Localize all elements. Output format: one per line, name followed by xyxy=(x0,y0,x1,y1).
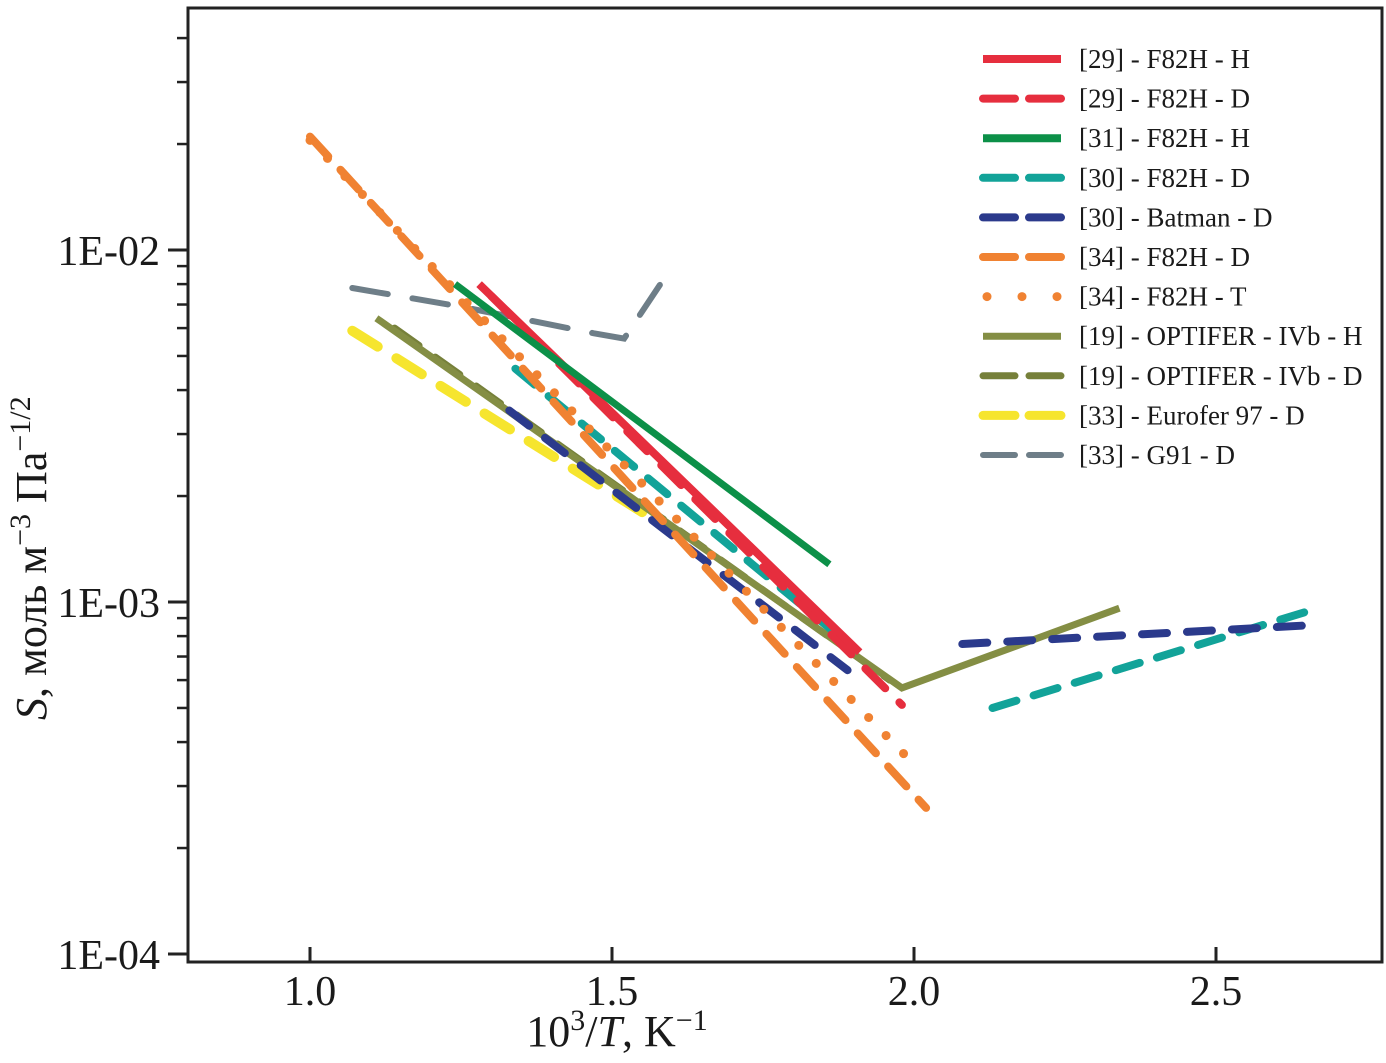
legend-item-label: [19] - OPTIFER - IVb - D xyxy=(1079,361,1362,391)
series-line xyxy=(505,406,852,675)
y-tick-label: 1E-02 xyxy=(57,229,160,275)
legend-item: [34] - F82H - T xyxy=(982,282,1247,312)
axis-ticks: 1.0 1.5 2.0 2.5 1E-02 1E-03 1E-04 xyxy=(57,36,1243,1015)
legend-item-label: [33] - G91 - D xyxy=(1079,440,1235,470)
legend-item: [33] - G91 - D xyxy=(980,440,1235,470)
y-tick-label: 1E-03 xyxy=(57,581,160,627)
legend-swatch-dot xyxy=(1052,292,1062,302)
legend-item: [30] - F82H - D xyxy=(979,163,1250,193)
legend-item: [19] - OPTIFER - IVb - D xyxy=(979,361,1362,391)
x-tick-label: 1.5 xyxy=(586,969,639,1015)
legend-item-label: [34] - F82H - D xyxy=(1079,242,1250,272)
y-tick-label: 1E-04 xyxy=(57,933,160,979)
legend-item-label: [34] - F82H - T xyxy=(1079,282,1247,312)
series-line xyxy=(476,281,863,656)
legend-item-label: [19] - OPTIFER - IVb - H xyxy=(1079,321,1362,351)
series-line xyxy=(988,605,1317,712)
legend-item: [30] - Batman - D xyxy=(979,202,1272,232)
series-line xyxy=(305,135,913,763)
legend-item: [29] - F82H - D xyxy=(979,84,1250,114)
plot-frame xyxy=(186,6,1384,964)
series-line xyxy=(452,281,832,568)
legend-item: [19] - OPTIFER - IVb - H xyxy=(983,321,1362,351)
legend-item-label: [30] - F82H - D xyxy=(1079,163,1250,193)
legend-swatch-dot xyxy=(982,292,992,302)
legend-item: [31] - F82H - H xyxy=(983,123,1250,153)
x-tick-label: 2.0 xyxy=(888,969,941,1015)
series-line xyxy=(958,621,1317,648)
legend-item: [34] - F82H - D xyxy=(979,242,1250,272)
series-line xyxy=(349,263,676,342)
series-line xyxy=(306,132,931,812)
legend: [29] - F82H - H [29] - F82H - D [31] - F82… xyxy=(978,44,1362,470)
legend-item: [29] - F82H - H xyxy=(983,44,1250,74)
x-tick-label: 2.5 xyxy=(1190,969,1243,1015)
legend-item-label: [33] - Eurofer 97 - D xyxy=(1079,400,1305,430)
y-axis-title: S, моль м−3 Па−1/2 xyxy=(4,396,56,720)
legend-item-label: [31] - F82H - H xyxy=(1079,123,1250,153)
x-axis-title: 103/T, K−1 xyxy=(526,1004,707,1056)
legend-item-label: [30] - Batman - D xyxy=(1079,202,1272,232)
legend-item: [33] - Eurofer 97 - D xyxy=(978,400,1305,430)
legend-swatch-dot xyxy=(1017,292,1027,302)
x-tick-label: 1.0 xyxy=(284,969,337,1015)
data-series xyxy=(305,132,1317,812)
series-line xyxy=(347,325,648,518)
legend-item-label: [29] - F82H - D xyxy=(1079,84,1250,114)
legend-item-label: [29] - F82H - H xyxy=(1079,44,1250,74)
